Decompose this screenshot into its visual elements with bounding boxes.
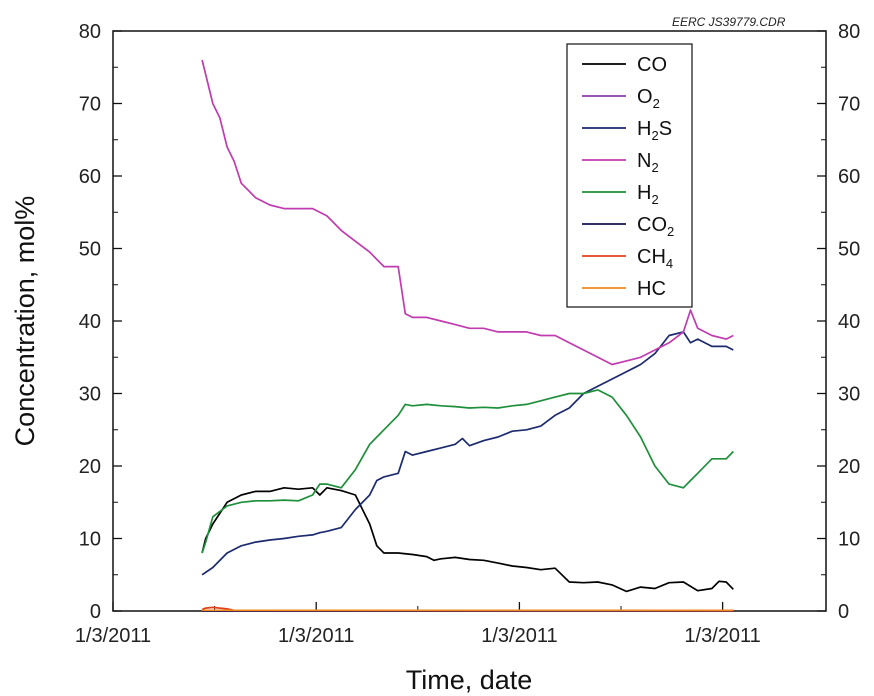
series-line-n2 [201,59,734,366]
y-tick-label-right: 40 [838,311,860,333]
legend-label-o2: O2 [637,86,660,111]
y-tick-label-right: 10 [838,529,860,551]
y-tick-label: 0 [90,601,101,623]
legend-label-h2s: H2S [637,118,672,143]
y-tick-label: 40 [79,311,101,333]
x-axis: 1/3/2011 1/3/2011 1/3/2011 1/3/2011 [75,602,761,647]
legend-box [566,43,693,308]
series-line-h2s [201,331,734,576]
legend-label-co2: CO2 [637,214,674,239]
y-tick-label-right: 30 [838,384,860,406]
watermark-label: EERC JS39779.CDR [672,15,786,29]
y-tick-label-right: 20 [838,456,860,478]
x-tick-label: 1/3/2011 [684,625,760,647]
y-tick-label: 60 [79,166,101,188]
y-tick-label: 30 [79,384,101,406]
y-axis-right: 0 10 20 30 40 50 60 70 80 [817,21,860,623]
legend-label-h2: H2 [637,182,659,207]
x-tick-label: 1/3/2011 [75,625,151,647]
y-tick-label-right: 0 [838,601,849,623]
y-axis-left: 0 10 20 30 40 50 60 70 80 [79,21,122,623]
y-tick-label: 20 [79,456,101,478]
legend-label-n2: N2 [637,150,659,175]
y-tick-label-right: 70 [838,94,860,116]
series-line-h2 [201,389,734,554]
y-tick-label: 70 [79,94,101,116]
series-line-co [201,486,734,593]
x-axis-title: Time, date [406,665,533,695]
legend-label-ch4: CH4 [637,246,673,271]
y-tick-label: 50 [79,239,101,261]
x-tick-label: 1/3/2011 [481,625,557,647]
y-tick-label: 80 [79,21,101,43]
legend-label-hc: HC [637,278,666,300]
legend: CO O2 H2S N2 H2 CO2 CH4 HC [566,43,693,308]
series-lines [201,59,734,612]
y-tick-label-right: 80 [838,21,860,43]
legend-label-co: CO [637,54,667,76]
y-tick-label-right: 60 [838,166,860,188]
y-tick-label-right: 50 [838,239,860,261]
y-axis-title: Concentration, mol% [10,196,40,447]
x-tick-label: 1/3/2011 [278,625,354,647]
y-tick-label: 10 [79,529,101,551]
